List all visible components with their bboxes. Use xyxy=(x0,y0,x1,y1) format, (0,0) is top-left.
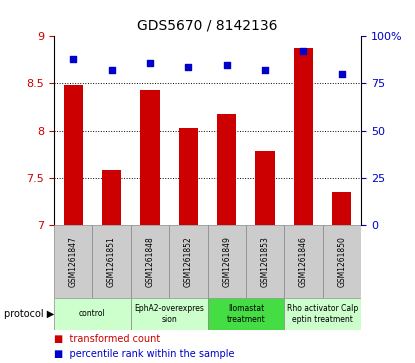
Text: Ilomastat
treatment: Ilomastat treatment xyxy=(227,304,265,324)
Bar xyxy=(323,225,361,298)
Bar xyxy=(208,298,284,330)
Text: ■  transformed count: ■ transformed count xyxy=(54,334,160,344)
Bar xyxy=(54,225,92,298)
Bar xyxy=(284,298,361,330)
Point xyxy=(70,56,76,62)
Bar xyxy=(332,192,352,225)
Bar xyxy=(63,85,83,225)
Bar xyxy=(217,114,236,225)
Text: GSM1261852: GSM1261852 xyxy=(184,236,193,287)
Bar xyxy=(179,128,198,225)
Text: EphA2-overexpres
sion: EphA2-overexpres sion xyxy=(134,304,204,324)
Text: GSM1261851: GSM1261851 xyxy=(107,236,116,287)
Text: GSM1261850: GSM1261850 xyxy=(337,236,347,287)
Text: GSM1261849: GSM1261849 xyxy=(222,236,231,287)
Text: protocol ▶: protocol ▶ xyxy=(4,309,54,319)
Bar xyxy=(102,170,121,225)
Bar xyxy=(169,225,208,298)
Text: GSM1261846: GSM1261846 xyxy=(299,236,308,287)
Bar xyxy=(131,298,208,330)
Point xyxy=(300,49,307,54)
Bar xyxy=(294,48,313,225)
Bar xyxy=(246,225,284,298)
Bar xyxy=(131,225,169,298)
Text: control: control xyxy=(79,310,106,318)
Text: GSM1261853: GSM1261853 xyxy=(261,236,270,287)
Point xyxy=(108,68,115,73)
Text: Rho activator Calp
eptin treatment: Rho activator Calp eptin treatment xyxy=(287,304,358,324)
Text: ■  percentile rank within the sample: ■ percentile rank within the sample xyxy=(54,348,234,359)
Point xyxy=(185,64,192,69)
Bar xyxy=(284,225,323,298)
Bar xyxy=(93,225,131,298)
Text: GSM1261847: GSM1261847 xyxy=(68,236,78,287)
Bar xyxy=(54,298,131,330)
Bar xyxy=(256,151,275,225)
Point xyxy=(339,71,345,77)
Point xyxy=(262,68,269,73)
Bar xyxy=(140,90,159,225)
Title: GDS5670 / 8142136: GDS5670 / 8142136 xyxy=(137,19,278,32)
Point xyxy=(223,62,230,68)
Bar xyxy=(208,225,246,298)
Point xyxy=(146,60,153,66)
Text: GSM1261848: GSM1261848 xyxy=(145,236,154,287)
